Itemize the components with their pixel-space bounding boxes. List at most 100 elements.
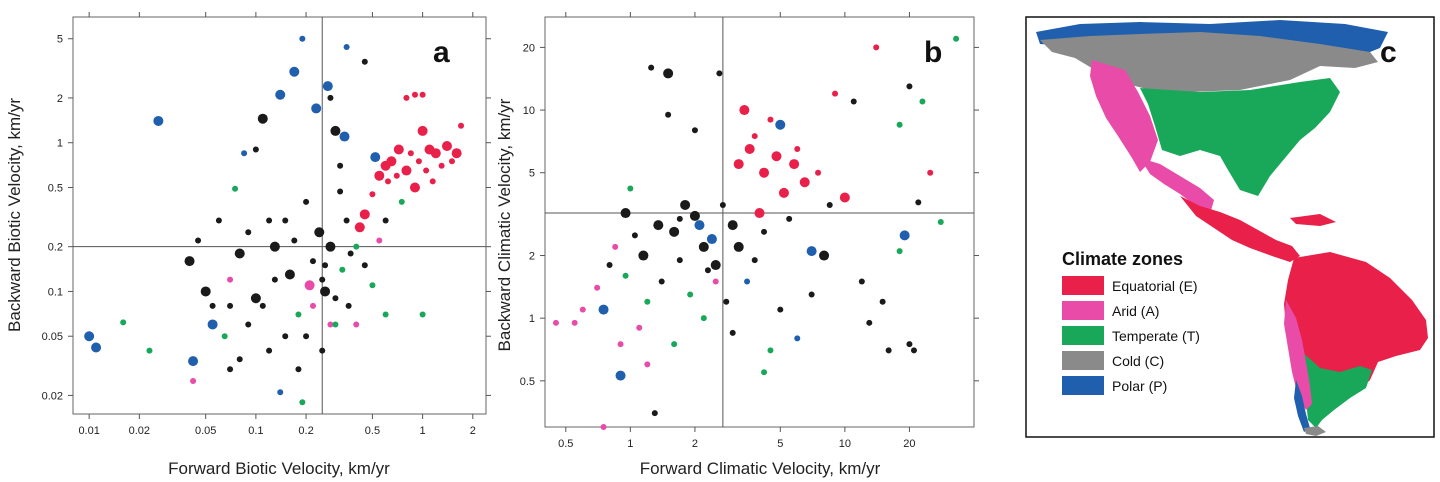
panel-a-point-C <box>332 295 339 302</box>
panel-a-point-T <box>232 185 239 192</box>
map-region-equatorial-south <box>1284 252 1428 404</box>
panel-b-point-C <box>716 70 723 77</box>
panel-b-point-A <box>552 319 559 326</box>
panel-a-point-C <box>282 217 289 224</box>
panel-a-point-E <box>359 209 370 220</box>
panel-b-point-C <box>858 278 865 285</box>
panel-b-point-T <box>687 291 694 298</box>
panel-a-x-tick-label: 0.1 <box>248 425 263 437</box>
panel-a-point-C <box>330 125 341 136</box>
panel-b-point-C <box>665 111 672 118</box>
panel-a-point-E <box>429 178 436 185</box>
panel-a-point-P <box>241 150 248 157</box>
panel-b-point-E <box>839 192 850 203</box>
panel-a-y-tick-label: 0.2 <box>48 242 63 254</box>
panel-b-point-C <box>879 298 886 305</box>
panel-a-point-C <box>266 217 273 224</box>
panel-b-y-tick-label: 2 <box>529 251 535 263</box>
panel-b-x-tick-label: 10 <box>839 438 851 450</box>
panel-b-point-E <box>815 169 822 176</box>
panel-b-marks: 0.5 1 2 5 10 20 0.5 1 2 5 10 20 <box>520 12 979 450</box>
panel-b-point-A <box>636 324 643 331</box>
panel-b-point-C <box>826 201 833 208</box>
panel-a-point-C <box>361 58 368 65</box>
panel-a-point-C <box>319 276 326 283</box>
panel-b-point-T <box>937 218 944 225</box>
panel-b-x-tick-label: 2 <box>692 438 698 450</box>
panel-b-point-A <box>600 424 607 430</box>
panel-a-point-C <box>303 198 310 205</box>
panel-a-point-P <box>188 356 199 367</box>
panel-a-point-C <box>245 321 252 328</box>
panel-b-point-C <box>777 306 784 313</box>
panel-b-point-C <box>689 210 700 221</box>
panel-a-point-P <box>311 103 322 114</box>
panel-a-point-C <box>227 366 234 373</box>
panel-a-point-C <box>234 248 245 259</box>
panel-a-x-tick-label: 0.01 <box>78 425 99 437</box>
panel-b-point-C <box>915 199 922 206</box>
panel-b-point-E <box>733 159 744 170</box>
legend-swatch <box>1062 276 1104 295</box>
panel-a-point-E <box>369 191 376 198</box>
panel-b-point-C <box>710 260 721 271</box>
panel-a-point-C <box>382 217 389 224</box>
panel-a-point-P <box>277 389 284 396</box>
panel-c-letter: c <box>1380 36 1397 69</box>
panel-b-point-T <box>953 35 960 42</box>
panel-b-y-tick-label: 20 <box>523 42 535 54</box>
panel-b-point-P <box>794 335 801 342</box>
map-region-arid-mexico <box>1140 158 1214 214</box>
panel-a-point-T <box>295 311 302 318</box>
panel-a-point-P <box>289 66 300 77</box>
panel-a-point-C <box>257 113 268 124</box>
panel-a-point-P <box>343 43 350 50</box>
panel-b-point-C <box>669 226 680 237</box>
panel-a-point-C <box>337 162 344 169</box>
map-region-arid-west <box>1090 60 1158 172</box>
panel-a-y-tick-label: 0.05 <box>42 331 63 343</box>
panel-a-point-T <box>339 266 346 273</box>
panel-c: Climate zones Equatorial (E) Arid (A) Temp… <box>1025 16 1435 438</box>
panel-a-point-T <box>299 399 306 406</box>
panel-b-y-tick-label: 10 <box>523 105 535 117</box>
map-region-temperate-south <box>1300 350 1372 428</box>
panel-b-point-C <box>885 347 892 354</box>
panel-a-point-C <box>361 262 368 269</box>
panel-b-point-C <box>638 250 649 261</box>
panel-a-point-A <box>353 321 360 328</box>
panel-b-point-C <box>751 257 758 264</box>
panel-b-point-E <box>771 151 782 162</box>
legend-swatch <box>1062 351 1104 370</box>
panel-a-plot-frame <box>72 16 487 415</box>
panel-a-point-E <box>401 165 412 176</box>
panel-a-y-axis-label: Backward Biotic Velocity, km/yr <box>5 98 24 332</box>
map-region-tip <box>1304 426 1326 436</box>
panel-b-point-C <box>698 241 709 252</box>
panel-b-point-C <box>733 241 744 252</box>
panel-a-point-C <box>215 217 222 224</box>
panel-a-point-C <box>269 241 280 252</box>
panel-a-x-tick-label: 0.5 <box>365 425 380 437</box>
panel-b-point-T <box>622 272 629 279</box>
panel-b-point-T <box>761 369 768 376</box>
panel-a-point-E <box>384 178 391 185</box>
panel-a-point-C <box>282 333 289 340</box>
panel-b-point-C <box>676 215 683 222</box>
panel-a-y-tick-label: 2 <box>57 93 63 105</box>
panel-b-point-T <box>700 315 707 322</box>
panel-b-point-C <box>663 68 674 79</box>
panel-b-point-T <box>767 347 774 354</box>
panel-a-point-E <box>386 156 397 167</box>
panel-a-point-E <box>393 172 400 179</box>
panel-b-point-C <box>761 228 768 235</box>
panel-a-point-A <box>190 378 197 385</box>
legend-swatch <box>1062 376 1104 395</box>
panel-b-point-T <box>671 341 678 348</box>
panel-a-point-T <box>419 311 426 318</box>
panel-a-point-C <box>314 227 325 238</box>
panel-a-point-C <box>245 229 252 236</box>
panel-a-point-T <box>353 243 360 250</box>
panel-b-point-C <box>723 298 730 305</box>
